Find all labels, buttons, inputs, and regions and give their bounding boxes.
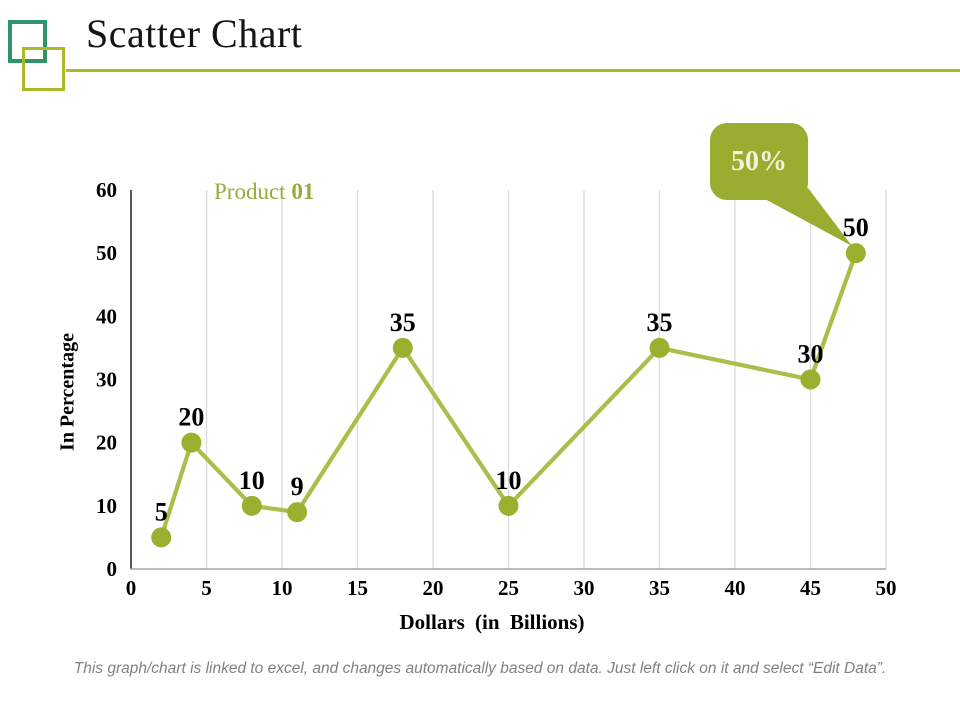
x-tick-label: 50 bbox=[876, 576, 897, 600]
data-point-marker[interactable] bbox=[181, 432, 202, 453]
callout-label: 50% bbox=[731, 145, 787, 177]
data-point-label: 50 bbox=[843, 213, 869, 242]
y-tick-label: 20 bbox=[96, 431, 117, 455]
page-title: Scatter Chart bbox=[86, 11, 303, 56]
x-tick-label: 15 bbox=[347, 576, 368, 600]
data-point-marker[interactable] bbox=[241, 495, 262, 516]
data-point-label: 10 bbox=[239, 466, 265, 495]
y-tick-label: 30 bbox=[96, 367, 117, 391]
x-tick-label: 35 bbox=[649, 576, 670, 600]
data-point-label: 10 bbox=[496, 466, 522, 495]
x-tick-label: 20 bbox=[423, 576, 444, 600]
data-point-marker[interactable] bbox=[845, 243, 866, 264]
data-point-marker[interactable] bbox=[392, 337, 413, 358]
data-point-label: 20 bbox=[178, 403, 204, 432]
x-tick-label: 10 bbox=[272, 576, 293, 600]
title-underline bbox=[66, 69, 960, 72]
decor-square-teal bbox=[8, 20, 47, 63]
x-tick-label: 5 bbox=[201, 576, 212, 600]
y-axis-title: In Percentage bbox=[56, 333, 79, 451]
data-point-label: 35 bbox=[647, 308, 673, 337]
footer-note: This graph/chart is linked to excel, and… bbox=[73, 660, 887, 677]
data-point-marker[interactable] bbox=[498, 495, 519, 516]
y-tick-label: 10 bbox=[96, 494, 117, 518]
data-point-label: 9 bbox=[291, 472, 304, 501]
data-point-marker[interactable] bbox=[800, 369, 821, 390]
series-label: Product 01 bbox=[214, 179, 314, 205]
data-point-label: 30 bbox=[798, 339, 824, 368]
data-point-label: 5 bbox=[155, 497, 168, 526]
x-axis-title: Dollars (in Billions) bbox=[399, 610, 585, 634]
y-tick-label: 60 bbox=[96, 178, 117, 202]
y-tick-label: 50 bbox=[96, 241, 117, 265]
x-tick-label: 25 bbox=[498, 576, 519, 600]
y-tick-label: 40 bbox=[96, 304, 117, 328]
x-tick-label: 30 bbox=[574, 576, 595, 600]
y-tick-label: 0 bbox=[107, 557, 118, 581]
x-tick-label: 40 bbox=[725, 576, 746, 600]
data-point-marker[interactable] bbox=[287, 502, 308, 523]
series-label-prefix: Product bbox=[214, 179, 292, 204]
data-point-marker[interactable] bbox=[649, 337, 670, 358]
x-tick-label: 0 bbox=[126, 576, 137, 600]
data-point-label: 35 bbox=[390, 308, 416, 337]
data-point-marker[interactable] bbox=[151, 527, 172, 548]
callout-tail bbox=[763, 188, 852, 246]
callout-bubble bbox=[710, 123, 808, 200]
x-tick-label: 45 bbox=[800, 576, 821, 600]
decor-square-olive bbox=[22, 47, 65, 91]
series-label-number: 01 bbox=[291, 179, 315, 204]
